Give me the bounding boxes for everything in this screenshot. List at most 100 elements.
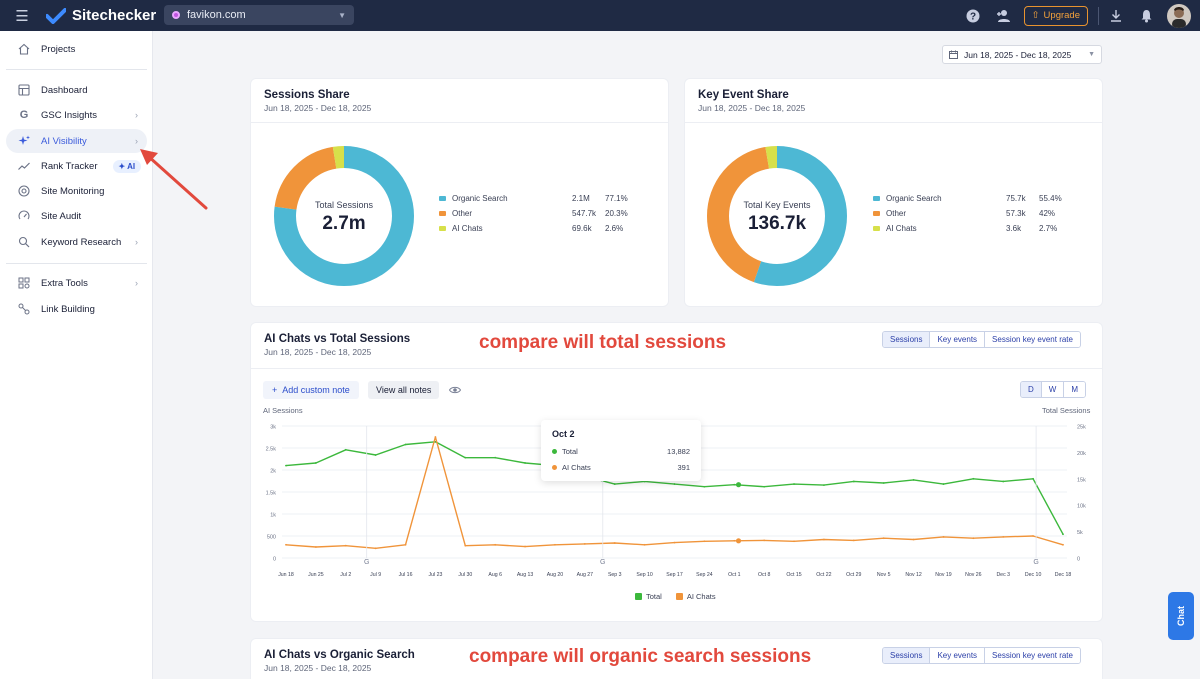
data-point[interactable]: [1062, 543, 1064, 546]
data-point[interactable]: [823, 484, 825, 487]
tab-key-events[interactable]: Key events: [930, 332, 986, 347]
data-point[interactable]: [374, 454, 377, 456]
download-icon[interactable]: [1101, 0, 1131, 31]
upgrade-button[interactable]: ⇧ Upgrade: [1023, 5, 1088, 26]
tab-session-key-event-rate[interactable]: Session key event rate: [985, 648, 1080, 663]
google-update-icon[interactable]: G: [1033, 559, 1038, 566]
right-tick-label: 15k: [1077, 477, 1086, 483]
sidebar-item-dashboard[interactable]: Dashboard: [6, 78, 147, 102]
right-tick-label: 20k: [1077, 451, 1086, 457]
data-point[interactable]: [733, 483, 736, 486]
data-point[interactable]: [404, 543, 407, 546]
data-point[interactable]: [852, 480, 855, 483]
add-user-icon[interactable]: [988, 0, 1018, 31]
data-point[interactable]: [344, 448, 347, 451]
menu-icon[interactable]: ☰: [15, 7, 29, 25]
data-point[interactable]: [494, 456, 497, 459]
data-point[interactable]: [464, 456, 467, 459]
data-point[interactable]: [1032, 477, 1035, 480]
donut-slice-other[interactable]: [707, 146, 847, 286]
data-point[interactable]: [703, 485, 706, 488]
data-point[interactable]: [583, 543, 586, 545]
data-point[interactable]: [314, 546, 317, 548]
data-point[interactable]: [434, 436, 437, 438]
data-point[interactable]: [703, 540, 706, 543]
data-point[interactable]: [314, 462, 317, 464]
data-point[interactable]: [494, 543, 497, 546]
sidebar-item-gsc-insights[interactable]: G GSC Insights ›: [6, 103, 147, 127]
data-point[interactable]: [434, 440, 437, 443]
data-point[interactable]: [613, 483, 616, 485]
notifications-icon[interactable]: [1131, 0, 1161, 31]
legend-swatch: [873, 211, 880, 216]
data-point[interactable]: [643, 543, 646, 546]
legend-swatch: [439, 211, 446, 216]
data-point[interactable]: [852, 539, 855, 542]
donut-slice-ai-chats[interactable]: [707, 146, 847, 286]
sidebar-item-ai-visibility[interactable]: AI Visibility ›: [6, 129, 147, 153]
data-point[interactable]: [673, 483, 676, 485]
data-point[interactable]: [942, 535, 945, 538]
legend-item: Other: [873, 209, 906, 218]
data-point[interactable]: [673, 541, 676, 544]
sidebar-item-site-audit[interactable]: Site Audit: [6, 204, 147, 228]
view-all-notes-button[interactable]: View all notes: [368, 381, 440, 399]
data-point[interactable]: [942, 483, 945, 485]
data-point[interactable]: [763, 539, 766, 542]
data-point[interactable]: [464, 544, 467, 547]
user-avatar[interactable]: [1167, 3, 1191, 28]
data-point[interactable]: [1032, 535, 1035, 537]
data-point[interactable]: [1062, 533, 1064, 536]
sidebar-item-rank-tracker[interactable]: Rank Tracker ✦ AI: [6, 154, 147, 178]
data-point[interactable]: [733, 539, 736, 542]
data-point[interactable]: [882, 482, 885, 484]
data-point[interactable]: [374, 547, 377, 550]
legend-item-total[interactable]: Total: [635, 592, 662, 601]
data-point[interactable]: [554, 543, 556, 546]
data-point[interactable]: [972, 477, 975, 480]
sidebar-item-keyword-research[interactable]: Keyword Research ›: [6, 230, 147, 254]
eye-icon[interactable]: [449, 384, 461, 396]
legend-item-ai-chats[interactable]: AI Chats: [675, 592, 716, 601]
date-range-picker[interactable]: Jun 18, 2025 - Dec 18, 2025 ▼: [942, 45, 1102, 64]
sidebar-item-site-monitoring[interactable]: Site Monitoring: [6, 179, 147, 203]
tab-sessions[interactable]: Sessions: [883, 648, 931, 663]
data-point[interactable]: [344, 544, 347, 547]
app-logo[interactable]: Sitechecker: [46, 7, 156, 24]
tab-day[interactable]: D: [1021, 382, 1042, 397]
add-custom-note-button[interactable]: + Add custom note: [263, 381, 359, 399]
data-point[interactable]: [912, 538, 915, 541]
tab-month[interactable]: M: [1064, 382, 1086, 397]
trend-icon: [18, 160, 30, 172]
data-point[interactable]: [285, 464, 287, 467]
data-point[interactable]: [972, 537, 975, 540]
google-update-icon[interactable]: G: [364, 559, 369, 566]
tab-week[interactable]: W: [1041, 382, 1065, 397]
tab-sessions[interactable]: Sessions: [883, 332, 931, 347]
donut-slice-ai-chats[interactable]: [274, 146, 414, 286]
data-point[interactable]: [404, 443, 407, 446]
help-icon[interactable]: ?: [958, 0, 988, 31]
sidebar-item-label: Dashboard: [41, 84, 88, 96]
tab-key-events[interactable]: Key events: [930, 648, 986, 663]
sidebar-item-extra-tools[interactable]: Extra Tools ›: [6, 271, 147, 295]
domain-select[interactable]: favikon.com ▼: [164, 5, 354, 25]
chat-widget-button[interactable]: Chat: [1168, 592, 1194, 640]
google-update-icon[interactable]: G: [600, 559, 605, 566]
tab-session-key-event-rate[interactable]: Session key event rate: [985, 332, 1080, 347]
data-point[interactable]: [823, 538, 825, 541]
data-point[interactable]: [793, 540, 795, 543]
data-point[interactable]: [1002, 535, 1005, 538]
data-point[interactable]: [793, 483, 795, 485]
data-point[interactable]: [613, 542, 616, 544]
sidebar-item-link-building[interactable]: Link Building: [6, 297, 147, 321]
data-point[interactable]: [1002, 480, 1005, 483]
data-point[interactable]: [524, 462, 526, 464]
data-point[interactable]: [524, 545, 526, 548]
data-point[interactable]: [285, 543, 287, 546]
data-point[interactable]: [912, 478, 915, 481]
sidebar-item-label: Link Building: [41, 303, 95, 315]
data-point[interactable]: [882, 537, 885, 540]
data-point[interactable]: [763, 485, 766, 488]
sidebar-item-projects[interactable]: Projects: [6, 37, 147, 61]
